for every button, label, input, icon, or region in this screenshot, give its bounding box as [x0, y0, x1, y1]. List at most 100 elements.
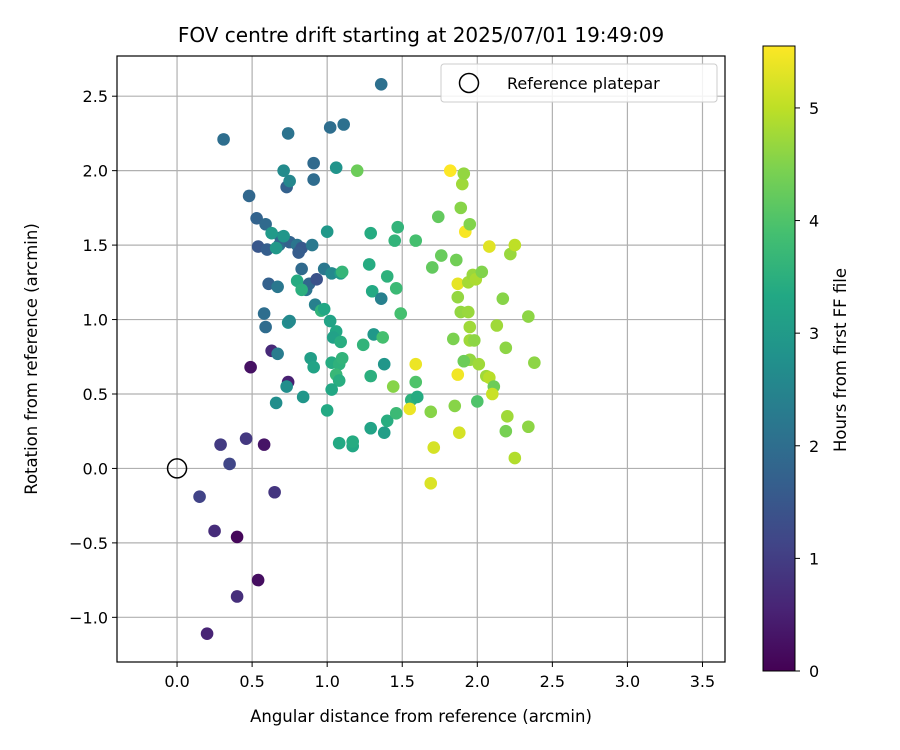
scatter-point: [362, 258, 376, 271]
scatter-point: [193, 490, 206, 504]
scatter-point: [257, 307, 271, 320]
x-tick-label: 2.0: [465, 672, 490, 691]
scatter-point: [424, 477, 438, 490]
y-tick-label: 2.5: [83, 87, 108, 106]
scatter-point: [307, 360, 320, 374]
scatter-point: [280, 380, 293, 393]
colorbar-tick-label: 3: [809, 324, 819, 343]
data-points: [193, 77, 541, 641]
x-tick-label: 1.0: [314, 672, 339, 691]
scatter-point: [508, 238, 522, 252]
x-tick-label: 1.5: [390, 672, 415, 691]
scatter-point: [475, 265, 489, 279]
scatter-point: [295, 283, 308, 297]
scatter-point: [335, 351, 349, 365]
scatter-point: [467, 334, 481, 347]
scatter-point: [296, 390, 310, 404]
scatter-point: [364, 369, 378, 383]
scatter-point: [389, 281, 403, 295]
scatter-point: [259, 320, 272, 334]
scatter-point: [292, 246, 305, 259]
x-tick-label: 2.5: [540, 672, 565, 691]
y-tick-label: 1.5: [83, 236, 108, 255]
scatter-point: [239, 432, 253, 445]
scatter-point: [223, 457, 236, 471]
scatter-point: [434, 249, 448, 262]
scatter-point: [452, 426, 466, 440]
x-axis-label: Angular distance from reference (arcmin): [250, 707, 592, 726]
scatter-point: [431, 210, 445, 224]
scatter-point: [508, 451, 522, 465]
scatter-point: [388, 234, 402, 247]
scatter-point: [457, 167, 471, 180]
scatter-point: [463, 320, 477, 334]
grid: [117, 56, 725, 662]
scatter-point: [455, 177, 469, 191]
scatter-point: [365, 284, 379, 298]
scatter-point: [409, 375, 423, 389]
scatter-point: [325, 383, 338, 396]
scatter-point: [244, 360, 257, 374]
scatter-point: [335, 265, 349, 279]
scatter-point: [356, 338, 370, 352]
scatter-point: [350, 164, 364, 177]
x-tick-label: 3.5: [690, 672, 715, 691]
scatter-point: [217, 133, 230, 146]
scatter-point: [490, 319, 504, 332]
scatter-point: [424, 405, 438, 419]
scatter-point: [242, 189, 256, 203]
scatter-point: [208, 524, 221, 538]
scatter-point: [403, 402, 417, 416]
scatter-point: [307, 156, 320, 170]
scatter-point: [364, 421, 378, 435]
colorbar-bar: [762, 45, 796, 672]
scatter-point: [425, 261, 439, 274]
plot-frame: [116, 55, 726, 663]
y-tick-label: 1.0: [83, 311, 108, 330]
scatter-point: [449, 253, 463, 267]
y-axis-label: Rotation from reference (arcmin): [22, 223, 41, 495]
scatter-point: [461, 305, 475, 319]
scatter-point: [472, 357, 486, 371]
colorbar: 0 1 2 3 4 5 Hours from first FF file: [762, 45, 850, 681]
colorbar-tick-label: 2: [809, 437, 819, 456]
legend-open-circle-marker: [458, 72, 480, 94]
scatter-point: [277, 229, 290, 243]
colorbar-tick-label: 5: [809, 99, 819, 118]
scatter-point: [377, 357, 391, 371]
scatter-point: [295, 262, 308, 276]
scatter-point: [410, 390, 424, 404]
scatter-point: [522, 310, 535, 323]
y-tick-label: 0.5: [83, 385, 108, 404]
scatter-point: [269, 396, 283, 410]
legend-label: Reference platepar: [507, 74, 660, 93]
scatter-point: [427, 441, 441, 454]
scatter-point: [483, 240, 496, 253]
y-tick-label: 2.0: [83, 162, 108, 181]
scatter-point: [317, 302, 331, 316]
scatter-point: [200, 627, 214, 641]
scatter-point: [446, 332, 460, 346]
scatter-point: [451, 290, 465, 304]
scatter-point: [528, 356, 541, 370]
scatter-point: [391, 220, 405, 234]
scatter-point: [337, 118, 350, 131]
scatter-point: [283, 314, 296, 328]
scatter-point: [332, 374, 346, 387]
scatter-point: [457, 354, 471, 368]
scatter-point: [380, 414, 394, 428]
scatter-point: [451, 277, 465, 291]
x-tick-label: 0.5: [239, 672, 264, 691]
scatter-point: [332, 436, 346, 450]
scatter-point: [374, 77, 388, 91]
scatter-point: [265, 226, 278, 240]
scatter-point: [409, 357, 423, 371]
scatter-point: [499, 341, 513, 355]
scatter-point: [451, 368, 465, 381]
scatter-point: [230, 590, 244, 603]
scatter-point: [376, 331, 390, 344]
scatter-point: [268, 485, 281, 499]
scatter-point: [257, 438, 271, 451]
scatter-point: [364, 226, 378, 240]
